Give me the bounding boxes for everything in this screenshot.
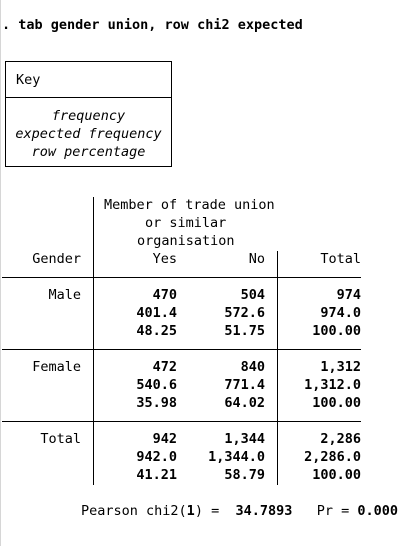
column-header-total: Total <box>320 251 361 267</box>
cell-male-total-exp: 974.0 <box>320 305 361 321</box>
chi2-label-start: Pearson chi2( <box>81 503 187 519</box>
row-var-header: Gender <box>32 251 81 267</box>
cell-female-total-pct: 100.00 <box>312 395 361 411</box>
row-label-male: Male <box>48 287 81 303</box>
pr-label: Pr = <box>316 503 350 519</box>
cell-total-total-freq: 2,286 <box>320 431 361 447</box>
row-rule-1 <box>2 349 361 350</box>
column-header-yes: Yes <box>152 251 177 267</box>
cell-male-total-pct: 100.00 <box>312 323 361 339</box>
row-rule-2 <box>2 421 361 422</box>
cell-male-yes-pct: 48.25 <box>136 323 177 339</box>
key-box: Key frequency expected frequency row per… <box>5 61 172 167</box>
cell-female-total-exp: 1,312.0 <box>304 377 361 393</box>
key-line-expected: expected frequency <box>15 126 162 142</box>
cell-total-no-pct: 58.79 <box>224 467 265 483</box>
column-var-label-3: organisation <box>137 233 235 249</box>
cell-total-yes-pct: 41.21 <box>136 467 177 483</box>
cell-male-total-freq: 974 <box>336 287 361 303</box>
cell-total-total-exp: 2,286.0 <box>304 449 361 465</box>
chi2-df: 1 <box>186 503 195 519</box>
cell-female-total-freq: 1,312 <box>320 359 361 375</box>
cell-total-no-exp: 1,344.0 <box>208 449 265 465</box>
row-label-total: Total <box>40 431 81 447</box>
header-rule <box>2 277 361 278</box>
cell-female-no-freq: 840 <box>240 359 265 375</box>
row-label-female: Female <box>32 359 81 375</box>
chi2-statistic-line: Pearson chi2(1) = 34.7893 Pr = 0.000 <box>81 503 398 519</box>
cell-male-no-freq: 504 <box>240 287 265 303</box>
cell-total-yes-freq: 942 <box>152 431 177 447</box>
column-var-label-2: or similar <box>145 215 227 231</box>
pr-value: 0.000 <box>357 503 399 519</box>
key-line-rowpct: row percentage <box>31 144 146 160</box>
cell-male-no-pct: 51.75 <box>224 323 265 339</box>
command-line: . tab gender union, row chi2 expected <box>2 17 303 33</box>
cell-female-no-exp: 771.4 <box>224 377 265 393</box>
cell-total-yes-exp: 942.0 <box>136 449 177 465</box>
column-header-no: No <box>248 251 265 267</box>
column-var-label-1: Member of trade union <box>104 197 275 213</box>
cell-female-yes-exp: 540.6 <box>136 377 177 393</box>
chi2-value: 34.7893 <box>235 503 293 519</box>
cell-male-yes-freq: 470 <box>152 287 177 303</box>
row-label-divider <box>93 197 94 485</box>
cell-male-yes-exp: 401.4 <box>136 305 177 321</box>
cell-total-total-pct: 100.00 <box>312 467 361 483</box>
total-column-divider <box>277 251 278 485</box>
cell-female-yes-pct: 35.98 <box>136 395 177 411</box>
cell-total-no-freq: 1,344 <box>224 431 265 447</box>
key-title: Key <box>16 72 41 88</box>
chi2-label-end: ) = <box>194 503 220 519</box>
cell-male-no-exp: 572.6 <box>224 305 265 321</box>
key-line-frequency: frequency <box>51 108 126 124</box>
key-header: Key <box>6 62 171 98</box>
cell-female-yes-freq: 472 <box>152 359 177 375</box>
window-left-edge <box>0 0 1 546</box>
cell-female-no-pct: 64.02 <box>224 395 265 411</box>
